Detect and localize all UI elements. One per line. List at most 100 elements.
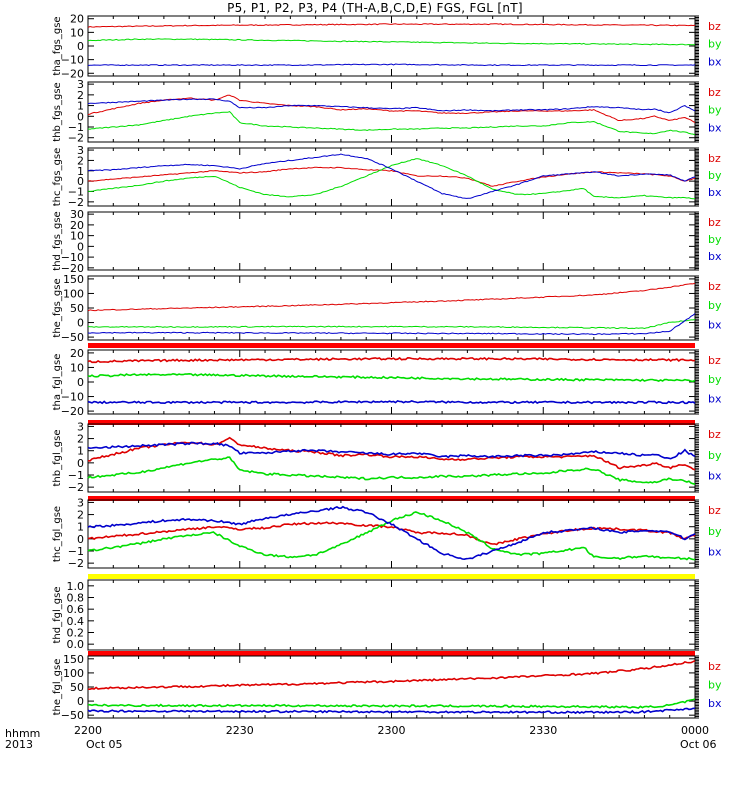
series-line-bz xyxy=(88,659,696,690)
y-tick-label: 1.0 xyxy=(67,580,85,593)
y-tick-label: 3 xyxy=(77,420,84,433)
panel-ylabel: thc_fgl_gse xyxy=(52,506,63,562)
y-tick-label: −2 xyxy=(68,557,84,570)
status-bar xyxy=(88,343,695,348)
legend-by: by xyxy=(708,38,722,51)
legend-by: by xyxy=(708,525,722,538)
legend-bz: bz xyxy=(708,152,721,165)
x-tick-label: 0000 xyxy=(681,724,709,737)
legend-bx: bx xyxy=(708,697,722,710)
series-line-bx xyxy=(87,63,696,67)
y-tick-label: 1 xyxy=(77,521,84,534)
y-tick-label: −1 xyxy=(68,186,84,199)
legend-bz: bz xyxy=(708,660,721,673)
series-line-bz xyxy=(87,166,696,187)
panel-frame xyxy=(87,579,696,651)
series-line-bz xyxy=(87,356,696,364)
series-line-bx xyxy=(87,153,696,199)
y-tick-label: 0 xyxy=(77,533,84,546)
panel-ylabel: thd_fgl_gse xyxy=(52,587,63,644)
legend-bx: bx xyxy=(708,318,722,331)
y-tick-label: 10 xyxy=(70,230,84,243)
y-tick-label: −20 xyxy=(61,67,84,80)
series-line-by xyxy=(87,38,695,46)
y-tick-label: 0 xyxy=(77,175,84,188)
y-tick-label: 2 xyxy=(77,509,84,522)
series-line-bx xyxy=(87,505,696,561)
series-line-by xyxy=(87,319,696,330)
legend-bz: bz xyxy=(708,504,721,517)
y-tick-label: 20 xyxy=(70,13,84,26)
series-line-by xyxy=(87,372,696,383)
series-line-bx xyxy=(87,441,696,460)
y-tick-label: 0.8 xyxy=(67,592,85,605)
chart-title: P5, P1, P2, P3, P4 (TH-A,B,C,D,E) FGS, F… xyxy=(227,1,523,15)
series-line-by xyxy=(87,698,696,709)
legend-bx: bx xyxy=(708,186,722,199)
y-tick-label: −20 xyxy=(61,262,84,275)
status-bar xyxy=(88,574,695,579)
y-tick-label: 0 xyxy=(77,110,84,123)
series-line-by xyxy=(87,456,696,485)
series-line-bx xyxy=(87,400,696,405)
y-tick-label: −10 xyxy=(61,54,84,67)
panel-frame xyxy=(87,211,696,271)
y-tick-label: −1 xyxy=(68,469,84,482)
status-bar xyxy=(88,651,695,656)
panel-ylabel: thd_fgs_gse xyxy=(52,211,63,270)
series-line-by xyxy=(87,511,695,561)
y-tick-label: 150 xyxy=(63,273,84,286)
y-tick-label: 50 xyxy=(70,302,84,315)
legend-bx: bx xyxy=(708,250,722,263)
legend-by: by xyxy=(708,233,722,246)
y-tick-label: 0 xyxy=(77,457,84,470)
panel-ylabel: the_fgl_gse xyxy=(52,659,63,716)
y-tick-label: 30 xyxy=(70,208,84,221)
legend-bz: bz xyxy=(708,20,721,33)
status-bar xyxy=(88,420,695,425)
y-tick-label: 0.0 xyxy=(67,638,85,651)
y-tick-label: 2 xyxy=(77,89,84,102)
y-tick-label: −10 xyxy=(61,391,84,404)
y-tick-label: −2 xyxy=(68,196,84,209)
legend-bx: bx xyxy=(708,392,722,405)
footer-hhmm-label: hhmm xyxy=(5,727,41,740)
y-tick-label: 3 xyxy=(77,496,84,509)
y-tick-label: 0.2 xyxy=(67,627,85,640)
series-line-bz xyxy=(87,23,696,28)
legend-by: by xyxy=(708,104,722,117)
legend-by: by xyxy=(708,449,722,462)
y-tick-label: 100 xyxy=(63,667,84,680)
y-tick-label: −10 xyxy=(61,251,84,264)
footer-date-start: Oct 05 xyxy=(86,738,123,751)
y-tick-label: −2 xyxy=(68,481,84,494)
x-tick-label: 2330 xyxy=(529,724,557,737)
y-tick-label: 0.6 xyxy=(67,603,85,616)
legend-by: by xyxy=(708,678,722,691)
y-tick-label: 3 xyxy=(77,144,84,157)
y-tick-label: 0.4 xyxy=(67,615,85,628)
legend-bz: bz xyxy=(708,354,721,367)
footer-year-label: 2013 xyxy=(5,738,33,751)
series-line-bx xyxy=(87,707,696,715)
panel-ylabel: tha_fgl_gse xyxy=(52,354,63,411)
panel-ylabel: thc_fgs_gse xyxy=(52,148,63,207)
panel-ylabel: thb_fgs_gse xyxy=(52,82,63,141)
x-tick-label: 2230 xyxy=(226,724,254,737)
x-tick-label: 2200 xyxy=(74,724,102,737)
y-tick-label: −50 xyxy=(61,709,84,722)
series-line-bx xyxy=(87,98,696,114)
y-tick-label: 1 xyxy=(77,165,84,178)
y-tick-label: 10 xyxy=(70,26,84,39)
y-tick-label: 1 xyxy=(77,445,84,458)
legend-bx: bx xyxy=(708,55,722,68)
panel-ylabel: the_fgs_gse xyxy=(52,278,63,337)
legend-bz: bz xyxy=(708,428,721,441)
y-tick-label: −1 xyxy=(68,121,84,134)
y-tick-label: 0 xyxy=(77,376,84,389)
legend-by: by xyxy=(708,299,722,312)
series-line-bz xyxy=(87,521,696,546)
legend-bx: bx xyxy=(708,470,722,483)
y-tick-label: 3 xyxy=(77,78,84,91)
y-tick-label: 50 xyxy=(70,681,84,694)
